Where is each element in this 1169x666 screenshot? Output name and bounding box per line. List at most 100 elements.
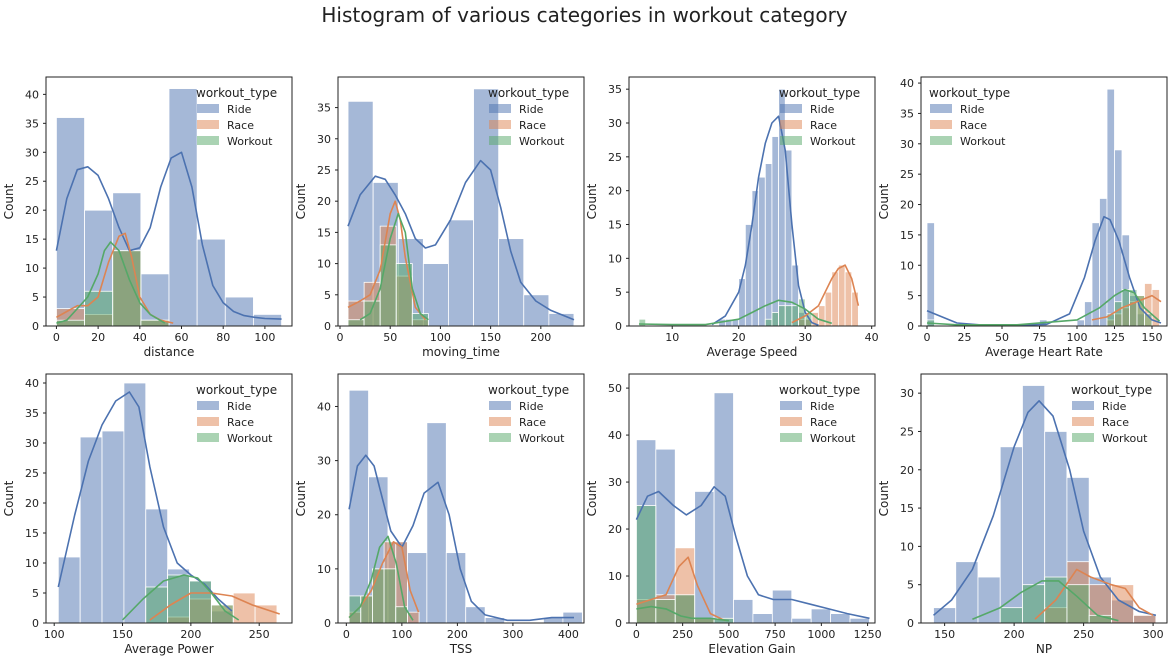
- x-tick-label: 0: [337, 331, 344, 344]
- kde-line-workout: [926, 288, 1161, 326]
- bar-ride: [999, 446, 1023, 623]
- plot-area: [55, 88, 282, 326]
- bar-ride: [123, 382, 147, 623]
- x-axis-label: moving_time: [422, 345, 500, 359]
- legend-swatch-ride: [489, 104, 511, 113]
- kde-line-workout: [56, 241, 166, 324]
- y-tick-label: 35: [900, 107, 914, 120]
- legend-swatch-race: [930, 120, 952, 129]
- bar-workout: [347, 319, 365, 326]
- legend-title: workout_type: [488, 383, 569, 397]
- kde-line-workout: [348, 535, 414, 621]
- bar-ride: [1121, 234, 1130, 326]
- kde-line-race: [1091, 294, 1162, 321]
- y-tick-label: 10: [25, 557, 39, 570]
- y-tick-label: 0: [32, 617, 39, 630]
- bar-workout: [1066, 584, 1090, 623]
- y-tick-label: 20: [608, 185, 622, 198]
- legend: workout_type Ride Race Workout: [779, 383, 860, 445]
- legend-label-race: Race: [810, 119, 837, 132]
- bar-race: [1111, 584, 1135, 623]
- y-tick-label: 25: [900, 425, 914, 438]
- subplot-7: 0 250 500 750 1000 1250 0 10 20 30 40 50 Elevation G…: [585, 373, 882, 656]
- bar-ride: [445, 552, 467, 623]
- bar-ride: [810, 608, 832, 623]
- legend-label-ride: Ride: [227, 103, 252, 116]
- legend-label-race: Race: [1102, 416, 1129, 429]
- legend-swatch-workout: [780, 433, 802, 442]
- x-tick-label: 10: [665, 331, 679, 344]
- bar-workout: [778, 305, 786, 326]
- x-tick-label: 25: [958, 331, 972, 344]
- y-tick-label: 25: [608, 151, 622, 164]
- bar-ride: [758, 176, 766, 326]
- legend-swatch-race: [197, 120, 219, 129]
- legend-label-ride: Ride: [519, 103, 544, 116]
- x-tick-label: 40: [865, 331, 879, 344]
- y-tick-label: 25: [25, 175, 39, 188]
- bar-race: [844, 271, 853, 326]
- kde-line-race: [1034, 568, 1154, 620]
- axes-frame: [45, 373, 293, 624]
- x-axis-label: Average Power: [124, 642, 213, 656]
- bar-workout: [145, 586, 169, 623]
- bar-ride: [791, 617, 812, 623]
- legend-label-race: Race: [227, 416, 254, 429]
- y-tick-label: 20: [25, 497, 39, 510]
- y-axis-label: Count: [585, 183, 599, 219]
- kde-line-ride: [711, 115, 819, 326]
- legend-swatch-race: [780, 120, 802, 129]
- legend-label-workout: Workout: [810, 432, 856, 445]
- bar-race: [851, 291, 859, 326]
- x-tick-label: 250: [1073, 628, 1094, 641]
- x-tick-label: 150: [934, 628, 955, 641]
- bar-workout: [372, 568, 385, 623]
- bar-ride: [101, 430, 125, 623]
- bar-ride: [168, 88, 198, 326]
- x-tick-label: 50: [995, 331, 1009, 344]
- x-tick-label: 150: [480, 331, 501, 344]
- kde-line-race: [636, 556, 726, 622]
- y-tick-label: 20: [25, 204, 39, 217]
- y-axis-label: Count: [877, 183, 891, 219]
- subplot-3: 10 20 30 40 0 5 10 15 20 25 30 35 Average Speed Count…: [585, 76, 879, 359]
- bar-ride: [253, 314, 282, 326]
- y-tick-label: 35: [317, 102, 331, 115]
- x-tick-label: 100: [44, 628, 65, 641]
- y-tick-label: 35: [25, 117, 39, 130]
- x-tick-label: 200: [180, 628, 201, 641]
- kde-line-workout: [359, 212, 429, 321]
- subplot-8: 150 200 250 300 0 5 10 15 20 25 30 NP Count workout_t…: [877, 373, 1168, 656]
- x-tick-label: 200: [1004, 628, 1025, 641]
- x-tick-label: 250: [249, 628, 270, 641]
- axes-frame: [337, 373, 585, 624]
- legend-title: workout_type: [1071, 383, 1152, 397]
- y-tick-label: 20: [608, 523, 622, 536]
- bar-ride: [926, 222, 935, 326]
- legend-label-race: Race: [519, 119, 546, 132]
- bar-ride: [771, 589, 793, 623]
- x-tick-label: 1250: [854, 628, 882, 641]
- bar-ride: [56, 117, 85, 326]
- kde-line-workout: [638, 299, 833, 326]
- x-tick-label: 300: [1143, 628, 1164, 641]
- legend-label-workout: Workout: [960, 135, 1006, 148]
- figure-title: Histogram of various categories in worko…: [321, 3, 848, 27]
- x-axis-label: Average Speed: [707, 345, 798, 359]
- x-tick-label: 0: [53, 331, 60, 344]
- bar-workout: [210, 604, 234, 623]
- subplot-1: 0 20 40 60 80 1000510152025303540distanceCoun…: [2, 76, 293, 359]
- y-tick-label: 40: [25, 88, 39, 101]
- legend-swatch-workout: [780, 136, 802, 145]
- plot-area: [635, 392, 870, 623]
- y-axis-label: Count: [585, 480, 599, 516]
- x-tick-label: 30: [798, 331, 812, 344]
- bar-workout: [784, 305, 793, 326]
- legend-title: workout_type: [488, 86, 569, 100]
- y-tick-label: 0: [324, 617, 331, 630]
- legend-swatch-workout: [197, 136, 219, 145]
- bar-workout: [348, 595, 362, 623]
- x-tick-label: 750: [765, 628, 786, 641]
- bar-ride: [694, 491, 715, 623]
